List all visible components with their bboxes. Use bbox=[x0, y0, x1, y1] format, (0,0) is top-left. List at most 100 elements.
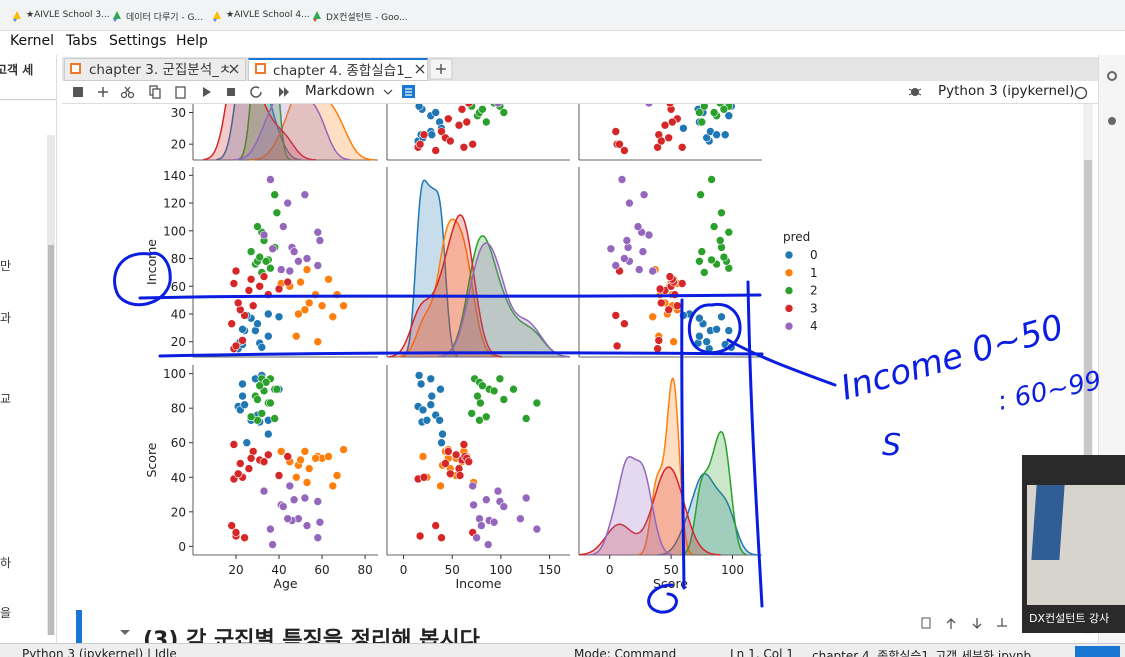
scatter-point bbox=[665, 104, 675, 108]
x-tick-label: 0 bbox=[606, 563, 614, 577]
tab-active[interactable]: chapter 4. 종합실습1_ bbox=[248, 58, 428, 81]
x-tick-label: 80 bbox=[357, 563, 372, 577]
close-tab[interactable] bbox=[229, 64, 239, 74]
x-tick-label: 50 bbox=[445, 563, 460, 577]
scatter-point bbox=[283, 277, 293, 287]
bookmark[interactable]: 데이터 다루기 - G... bbox=[126, 13, 204, 23]
scatter-point bbox=[707, 255, 716, 265]
scatter-point bbox=[268, 244, 277, 254]
text-fragment: 교 bbox=[0, 392, 12, 406]
bookmark[interactable]: ★AIVLE School 3... bbox=[26, 10, 110, 20]
scatter-point bbox=[464, 104, 473, 108]
kernel-name[interactable]: Python 3 (ipykernel) bbox=[938, 83, 1075, 99]
scatter-point bbox=[259, 457, 269, 467]
scatter-point bbox=[276, 447, 286, 456]
bookmark[interactable]: DX컨설턴트 - Goo... bbox=[326, 13, 408, 23]
notification-badge[interactable] bbox=[1075, 646, 1120, 657]
scatter-point bbox=[670, 290, 680, 299]
scatter-point bbox=[476, 398, 485, 408]
scatter-point bbox=[499, 502, 509, 511]
insert-above[interactable] bbox=[997, 618, 1007, 627]
stop-button[interactable] bbox=[227, 88, 235, 96]
insert-button[interactable] bbox=[98, 87, 108, 97]
move-down[interactable] bbox=[972, 618, 982, 629]
legend-marker bbox=[784, 321, 794, 331]
webcam: DX컨설턴트 강사 bbox=[1022, 455, 1125, 633]
scatter-point bbox=[283, 514, 293, 524]
scatter-point bbox=[438, 429, 447, 439]
move-up[interactable] bbox=[946, 618, 956, 629]
scroll-thumb[interactable] bbox=[1084, 160, 1092, 460]
menu-item[interactable]: Help bbox=[176, 33, 208, 49]
menu-item[interactable]: Settings bbox=[109, 33, 167, 49]
collapse-icon[interactable] bbox=[118, 628, 132, 638]
cell-type-select[interactable]: Markdown bbox=[305, 83, 375, 99]
paste-button[interactable] bbox=[175, 86, 186, 99]
menu-item[interactable]: Tabs bbox=[66, 33, 97, 49]
scatter-point bbox=[263, 290, 273, 299]
run-button[interactable] bbox=[203, 87, 211, 97]
x-axis-label: Age bbox=[273, 576, 297, 591]
restart-button[interactable] bbox=[250, 86, 262, 98]
scatter-point bbox=[481, 412, 491, 422]
scatter-point bbox=[712, 130, 721, 140]
scatter-point bbox=[719, 252, 729, 262]
scatter-point bbox=[724, 326, 734, 335]
scatter-point bbox=[240, 533, 249, 543]
cut-button[interactable] bbox=[120, 86, 135, 99]
debugger[interactable] bbox=[1108, 117, 1116, 125]
run-all-button[interactable] bbox=[279, 87, 289, 97]
scatter-point bbox=[660, 120, 670, 130]
copy-button[interactable] bbox=[149, 85, 161, 99]
x-tick-label: 100 bbox=[721, 563, 744, 577]
cell-toolbar bbox=[921, 617, 1007, 629]
scatter-point bbox=[709, 108, 719, 117]
close-tab[interactable] bbox=[415, 64, 425, 74]
text-fragment: 하 bbox=[0, 556, 12, 570]
scatter-point bbox=[481, 495, 491, 505]
scatter-point bbox=[521, 493, 531, 503]
scatter-point bbox=[427, 130, 437, 140]
scatter-point bbox=[615, 139, 624, 149]
save-button[interactable] bbox=[73, 87, 83, 97]
scatter-point bbox=[255, 381, 265, 391]
property-inspector[interactable] bbox=[1107, 71, 1117, 81]
scatter-point bbox=[246, 275, 256, 284]
scatter-point bbox=[315, 517, 325, 527]
scatter-point bbox=[332, 471, 342, 480]
scatter-point bbox=[611, 261, 621, 270]
scatter-point bbox=[259, 272, 269, 281]
x-tick-label: 100 bbox=[489, 563, 512, 577]
kde-area bbox=[249, 104, 376, 160]
webcam-label: DX컨설턴트 강사 bbox=[1029, 612, 1110, 625]
debug-icon[interactable] bbox=[905, 83, 925, 101]
scatter-point bbox=[324, 275, 333, 284]
scatter-point bbox=[606, 244, 616, 254]
duplicate-cell[interactable] bbox=[921, 617, 931, 629]
subplot bbox=[386, 104, 570, 161]
right-sidebar-icons bbox=[1107, 71, 1117, 125]
tab[interactable]: chapter 3. 군집분석_ㅊ bbox=[64, 58, 246, 81]
scatter-point bbox=[263, 331, 273, 341]
status-position: Ln 1, Col 1 bbox=[730, 647, 794, 657]
scatter-point bbox=[532, 524, 542, 534]
scatter-point bbox=[291, 331, 301, 341]
scatter-point bbox=[259, 486, 269, 496]
scroll-thumb[interactable] bbox=[48, 245, 54, 635]
scatter-point bbox=[300, 447, 310, 456]
bookmark[interactable]: ★AIVLE School 4... bbox=[226, 10, 310, 20]
scatter-point bbox=[697, 247, 707, 256]
scatter-point bbox=[289, 495, 299, 505]
scatter-point bbox=[695, 313, 704, 323]
kde-line bbox=[681, 431, 747, 556]
status-kernel[interactable]: Python 3 (ipykernel) | Idle bbox=[22, 647, 177, 657]
scatter-point bbox=[227, 319, 236, 328]
status-bar: Python 3 (ipykernel) | Idle Mode: Comman… bbox=[0, 643, 1125, 657]
menu-item[interactable]: Kernel bbox=[10, 33, 54, 49]
scatter-point bbox=[291, 472, 301, 482]
scatter-point bbox=[431, 146, 441, 155]
y-axis-label: Income bbox=[144, 239, 159, 285]
scatter-point bbox=[313, 337, 323, 346]
scatter-point bbox=[648, 266, 658, 276]
